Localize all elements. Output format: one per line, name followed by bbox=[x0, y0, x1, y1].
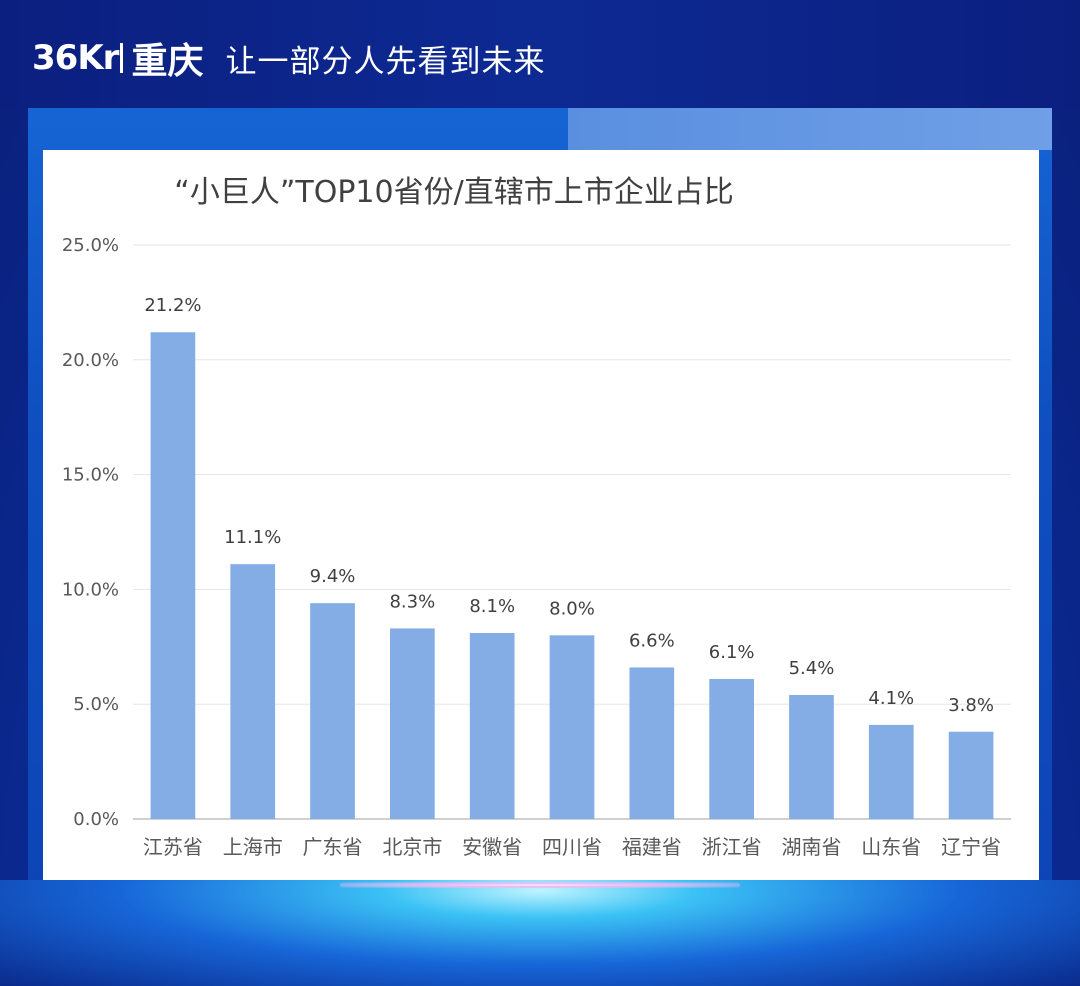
bar bbox=[948, 731, 994, 819]
chart-card: “小巨人”TOP10省份/直辖市上市企业占比 0.0% 5.0% 10.0% 15.0… bbox=[43, 150, 1039, 880]
x-axis: 江苏省 上海市 广东省 北京市 安徽省 四川省 福建省 浙江省 湖南省 山东省 辽宁省 bbox=[143, 835, 1001, 859]
x-tick-label: 浙江省 bbox=[702, 835, 762, 859]
x-tick-label: 湖南省 bbox=[781, 835, 841, 859]
logo-divider bbox=[120, 43, 124, 73]
x-tick-label: 江苏省 bbox=[143, 835, 203, 859]
bar bbox=[789, 695, 834, 819]
data-label: 8.0% bbox=[549, 598, 595, 619]
data-label: 11.1% bbox=[224, 527, 281, 548]
y-tick-label: 5.0% bbox=[73, 694, 119, 715]
y-tick-label: 25.0% bbox=[62, 235, 119, 256]
header-band bbox=[0, 0, 1080, 110]
x-tick-label: 安徽省 bbox=[462, 835, 522, 859]
data-label: 6.1% bbox=[709, 642, 755, 663]
bar bbox=[629, 667, 675, 819]
data-label: 6.6% bbox=[629, 630, 675, 651]
data-label: 9.4% bbox=[310, 566, 356, 587]
bar bbox=[230, 564, 276, 819]
data-label: 8.3% bbox=[389, 591, 435, 612]
gridlines bbox=[133, 244, 1011, 820]
data-label: 8.1% bbox=[469, 596, 515, 617]
x-tick-label: 山东省 bbox=[861, 835, 921, 859]
bar bbox=[150, 332, 196, 819]
bar-chart: “小巨人”TOP10省份/直辖市上市企业占比 0.0% 5.0% 10.0% 15.0… bbox=[62, 175, 1011, 859]
slogan: 让一部分人先看到未来 bbox=[225, 43, 546, 80]
data-label: 5.4% bbox=[789, 658, 835, 679]
x-tick-label: 福建省 bbox=[622, 835, 682, 859]
x-tick-label: 广东省 bbox=[303, 835, 363, 859]
x-tick-label: 北京市 bbox=[382, 835, 442, 859]
chart-title: “小巨人”TOP10省份/直辖市上市企业占比 bbox=[174, 175, 733, 210]
bar bbox=[868, 724, 914, 819]
x-tick-label: 辽宁省 bbox=[941, 835, 1001, 859]
brand: 36Kr 重庆 让一部分人先看到未来 bbox=[32, 30, 545, 86]
bar bbox=[709, 678, 754, 819]
y-axis: 0.0% 5.0% 10.0% 15.0% 20.0% 25.0% bbox=[62, 235, 119, 830]
data-label: 21.2% bbox=[144, 295, 201, 316]
x-tick-label: 四川省 bbox=[542, 835, 602, 859]
bar bbox=[310, 603, 355, 819]
y-tick-label: 10.0% bbox=[62, 579, 119, 600]
data-labels: 21.2% 11.1% 9.4% 8.3% 8.1% 8.0% 6.6% 6.1% 5.4% 4.… bbox=[144, 295, 994, 716]
y-tick-label: 20.0% bbox=[62, 350, 119, 371]
city-name: 重庆 bbox=[131, 41, 204, 82]
bottom-glow bbox=[0, 880, 1080, 986]
bar bbox=[390, 628, 435, 819]
y-tick-label: 15.0% bbox=[62, 465, 119, 486]
x-tick-label: 上海市 bbox=[223, 835, 283, 859]
data-label: 4.1% bbox=[868, 688, 914, 709]
y-tick-label: 0.0% bbox=[73, 809, 119, 830]
data-label: 3.8% bbox=[948, 695, 994, 716]
36kr-logo[interactable]: 36Kr bbox=[32, 38, 119, 78]
bars bbox=[150, 332, 994, 819]
bar bbox=[469, 633, 515, 819]
bar bbox=[549, 635, 595, 819]
